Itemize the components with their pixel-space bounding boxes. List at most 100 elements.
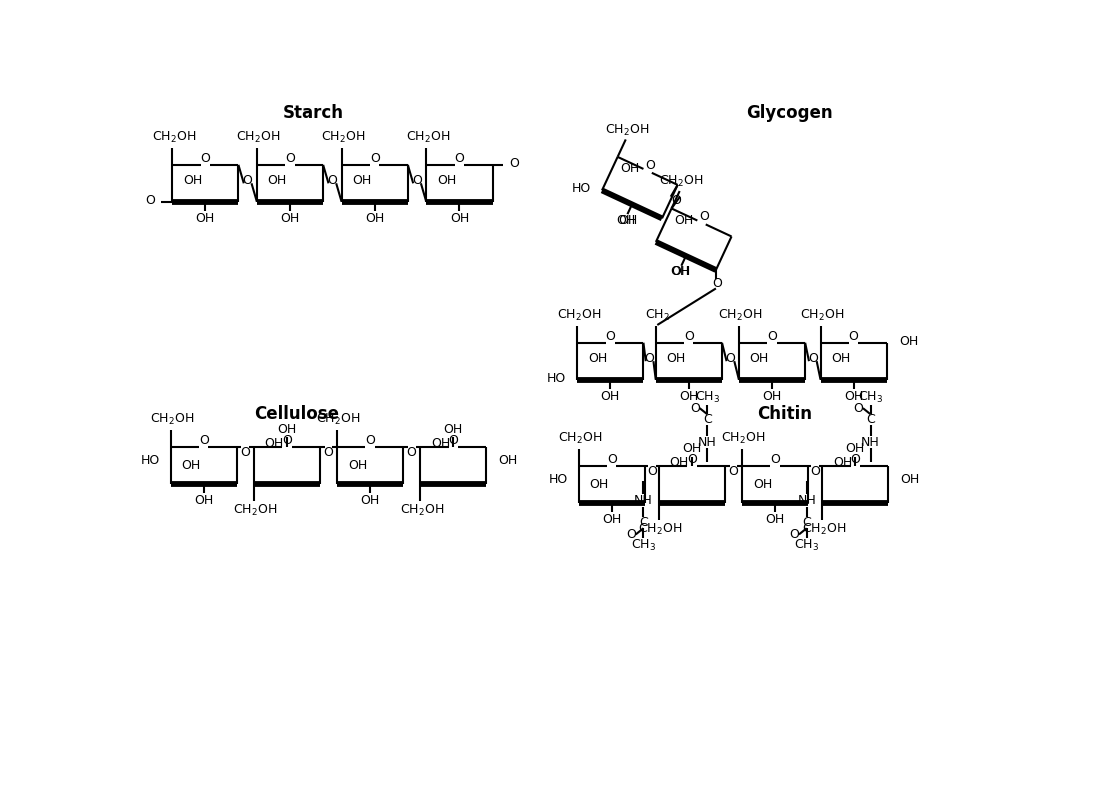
Text: O: O	[285, 152, 295, 165]
Text: OH: OH	[618, 214, 637, 227]
Text: OH: OH	[264, 437, 284, 450]
Text: O: O	[808, 352, 817, 365]
Text: CH$_2$OH: CH$_2$OH	[659, 174, 704, 189]
Text: O: O	[243, 174, 253, 187]
Text: OH: OH	[675, 213, 694, 227]
Text: O: O	[851, 453, 860, 466]
Text: OH: OH	[749, 352, 769, 365]
Text: Glycogen: Glycogen	[746, 104, 832, 123]
Text: CH$_2$OH: CH$_2$OH	[718, 308, 763, 323]
Text: CH$_3$: CH$_3$	[859, 390, 883, 405]
Text: OH: OH	[671, 265, 691, 279]
Text: CH$_2$OH: CH$_2$OH	[236, 131, 281, 146]
Text: O: O	[328, 174, 338, 187]
Text: C: C	[702, 413, 711, 426]
Text: O: O	[241, 446, 250, 458]
Text: CH$_3$: CH$_3$	[794, 537, 820, 552]
Text: OH: OH	[753, 478, 772, 491]
Text: NH: NH	[634, 494, 652, 507]
Text: NH: NH	[698, 435, 717, 448]
Text: O: O	[370, 152, 379, 165]
Text: O: O	[690, 402, 700, 415]
Text: HO: HO	[547, 372, 566, 384]
Text: Chitin: Chitin	[757, 404, 813, 423]
Text: OH: OH	[832, 352, 851, 365]
Text: O: O	[770, 453, 780, 466]
Text: NH: NH	[861, 435, 880, 448]
Text: NH: NH	[797, 494, 816, 507]
Text: OH: OH	[449, 213, 469, 225]
Text: OH: OH	[183, 174, 202, 187]
Text: O: O	[365, 434, 375, 447]
Text: O: O	[789, 528, 799, 541]
Text: CH$_2$OH: CH$_2$OH	[799, 308, 844, 323]
Text: OH: OH	[844, 390, 863, 403]
Text: OH: OH	[365, 213, 385, 225]
Text: CH$_2$OH: CH$_2$OH	[321, 131, 366, 146]
Text: OH: OH	[268, 174, 287, 187]
Text: O: O	[282, 434, 292, 447]
Text: CH$_2$OH: CH$_2$OH	[605, 123, 649, 138]
Text: O: O	[605, 330, 615, 343]
Text: O: O	[687, 453, 697, 466]
Text: OH: OH	[588, 352, 608, 365]
Text: OH: OH	[194, 494, 213, 507]
Text: OH: OH	[278, 423, 297, 436]
Text: OH: OH	[899, 334, 919, 348]
Text: CH$_2$OH: CH$_2$OH	[399, 503, 444, 518]
Text: CH$_2$OH: CH$_2$OH	[151, 412, 194, 427]
Text: CH$_3$: CH$_3$	[631, 537, 656, 552]
Text: OH: OH	[766, 513, 785, 526]
Text: OH: OH	[280, 213, 300, 225]
Text: O: O	[728, 465, 738, 478]
Text: Cellulose: Cellulose	[254, 404, 339, 423]
Text: OH: OH	[182, 458, 201, 471]
Text: O: O	[607, 453, 617, 466]
Text: O: O	[510, 157, 520, 170]
Text: OH: OH	[617, 214, 636, 227]
Text: O: O	[198, 434, 209, 447]
Text: O: O	[712, 277, 723, 291]
Text: O: O	[853, 402, 863, 415]
Text: OH: OH	[670, 266, 690, 279]
Text: Starch: Starch	[282, 104, 343, 123]
Text: CH$_2$OH: CH$_2$OH	[152, 131, 196, 146]
Text: O: O	[849, 330, 859, 343]
Text: CH$_2$OH: CH$_2$OH	[802, 522, 845, 537]
Text: O: O	[201, 152, 211, 165]
Text: O: O	[726, 352, 736, 365]
Text: HO: HO	[549, 474, 568, 486]
Text: OH: OH	[845, 443, 865, 455]
Text: CH$_2$OH: CH$_2$OH	[233, 503, 278, 518]
Text: OH: OH	[348, 458, 367, 471]
Text: C: C	[803, 517, 811, 529]
Text: O: O	[448, 434, 458, 447]
Text: OH: OH	[620, 162, 640, 175]
Text: CH$_2$OH: CH$_2$OH	[559, 431, 602, 447]
Text: CH$_2$OH: CH$_2$OH	[556, 308, 601, 323]
Text: OH: OH	[360, 494, 380, 507]
Text: OH: OH	[437, 174, 456, 187]
Text: O: O	[627, 528, 636, 541]
Text: O: O	[699, 210, 709, 224]
Text: HO: HO	[572, 182, 591, 195]
Text: OH: OH	[352, 174, 371, 187]
Text: OH: OH	[601, 390, 620, 403]
Text: C: C	[639, 517, 648, 529]
Text: O: O	[455, 152, 464, 165]
Text: O: O	[145, 193, 155, 207]
Text: O: O	[413, 174, 421, 187]
Text: OH: OH	[682, 443, 701, 455]
Text: O: O	[407, 446, 417, 458]
Text: OH: OH	[498, 454, 518, 467]
Text: OH: OH	[833, 456, 852, 470]
Text: O: O	[323, 446, 333, 458]
Text: CH$_2$OH: CH$_2$OH	[406, 131, 450, 146]
Text: O: O	[646, 158, 656, 172]
Text: OH: OH	[670, 456, 689, 470]
Text: C: C	[866, 413, 875, 426]
Text: CH$_2$: CH$_2$	[644, 308, 670, 323]
Text: CH$_2$OH: CH$_2$OH	[317, 412, 360, 427]
Text: CH$_3$: CH$_3$	[695, 390, 720, 405]
Text: OH: OH	[590, 478, 609, 491]
